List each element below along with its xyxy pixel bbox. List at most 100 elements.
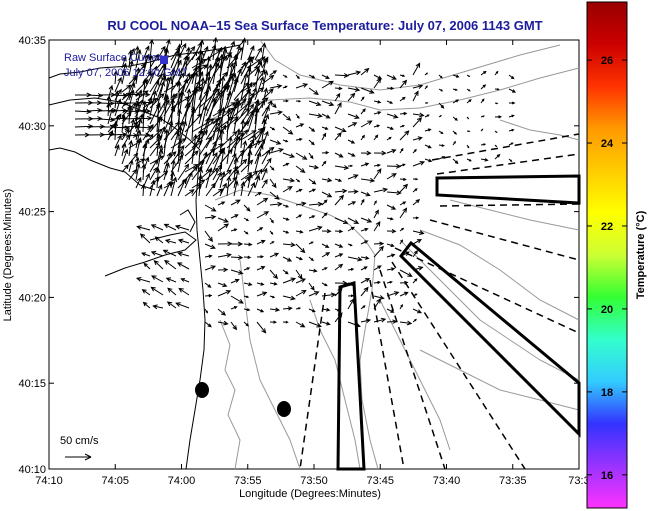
current-vector [295, 321, 306, 328]
current-vector [177, 108, 182, 141]
current-vector [121, 55, 127, 69]
current-vector [212, 163, 223, 181]
current-vector [247, 149, 253, 173]
x-tick-label: 74:10 [35, 475, 63, 487]
current-vector [205, 140, 217, 165]
current-vector [424, 72, 429, 76]
current-vector [231, 241, 244, 247]
current-vector [110, 93, 129, 98]
current-vector [399, 163, 406, 167]
current-vector [347, 201, 357, 206]
current-vector [412, 318, 417, 323]
current-vector [412, 84, 424, 89]
current-vector [334, 217, 349, 224]
current-vector [240, 92, 255, 117]
y-tick-label: 40:35 [18, 35, 46, 47]
current-vector [321, 321, 331, 326]
current-vector [480, 128, 484, 132]
current-vector [184, 46, 191, 77]
current-vector [347, 113, 360, 119]
current-vector [204, 265, 217, 271]
current-vector [424, 158, 433, 163]
current-vector [269, 307, 281, 312]
current-vector [386, 190, 402, 196]
current-vector [233, 107, 250, 125]
current-vector [412, 198, 421, 206]
current-vector [466, 158, 472, 162]
current-vector [321, 212, 328, 219]
x-tick-label: 74:00 [168, 475, 196, 487]
current-vector [247, 181, 255, 197]
current-vector [198, 116, 210, 149]
current-vector [166, 301, 177, 309]
current-vector [254, 76, 265, 101]
current-vector [212, 36, 218, 61]
current-vector [256, 282, 265, 286]
current-vector [360, 227, 369, 232]
current-vector [373, 74, 383, 80]
current-vector [399, 130, 410, 141]
current-vector [122, 132, 139, 138]
current-vector [256, 211, 270, 219]
current-vector [233, 157, 239, 181]
current-vector [295, 278, 307, 284]
current-vector [230, 321, 238, 331]
current-vector [151, 275, 164, 283]
x-tick-label: 73:55 [234, 475, 262, 487]
current-vector [141, 289, 151, 296]
current-vector [204, 254, 213, 258]
current-vector [360, 217, 373, 223]
current-vector [191, 118, 215, 133]
current-vector [399, 177, 407, 181]
current-vector [135, 162, 141, 181]
current-vector [163, 162, 170, 181]
legend-line-1: Raw Surface Current [64, 52, 167, 64]
current-vector [295, 83, 309, 89]
current-vector [508, 142, 514, 146]
current-vector [217, 308, 227, 316]
plot-frame [48, 39, 580, 470]
current-vector [197, 174, 203, 197]
current-vector [136, 225, 151, 231]
current-vector [205, 152, 218, 173]
current-vector [219, 182, 227, 197]
current-vector [184, 50, 198, 69]
current-vector [219, 90, 232, 125]
current-vector [412, 148, 417, 154]
current-vector [347, 267, 355, 271]
current-vector [466, 99, 472, 104]
current-vector [282, 126, 294, 135]
current-vector [494, 88, 500, 91]
current-vector [295, 289, 307, 297]
current-vector [184, 66, 198, 93]
current-vector [412, 249, 418, 258]
current-vector [243, 282, 253, 287]
current-vector [247, 87, 265, 101]
current-vector [107, 107, 114, 125]
current-vector [494, 130, 498, 133]
current-vector [219, 128, 225, 157]
current-vector [86, 107, 103, 113]
current-vector [386, 253, 396, 258]
current-vector [282, 320, 289, 324]
current-vector [386, 113, 399, 119]
current-vector [156, 75, 167, 101]
current-vector [240, 130, 257, 141]
current-vector [217, 267, 229, 273]
current-vector [226, 175, 232, 197]
current-vector [156, 132, 162, 157]
y-tick-label: 40:20 [18, 292, 46, 304]
current-vector [247, 170, 259, 181]
current-vector [282, 152, 296, 158]
current-vector [321, 191, 333, 198]
current-vector [198, 76, 206, 117]
current-vector [256, 197, 269, 206]
current-vector [466, 116, 470, 120]
current-vector [269, 110, 283, 116]
current-vector [177, 238, 190, 244]
colorbar-tick-label: 20 [601, 304, 613, 316]
current-vector [177, 138, 183, 165]
current-vector [386, 229, 397, 234]
current-vector [308, 282, 315, 291]
current-vector [134, 125, 153, 131]
